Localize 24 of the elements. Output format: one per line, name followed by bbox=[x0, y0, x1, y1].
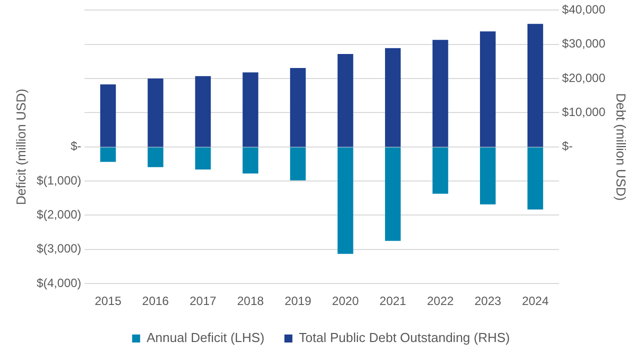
y-tick-label: $(2,000) bbox=[36, 208, 82, 222]
legend-label: Annual Deficit (LHS) bbox=[146, 330, 264, 346]
y2-tick-label: $40,000 bbox=[562, 2, 606, 17]
y2-tick-label: $- bbox=[562, 139, 573, 154]
x-tick-label: 2021 bbox=[380, 294, 407, 308]
legend-label: Total Public Debt Outstanding (RHS) bbox=[298, 330, 510, 346]
y-axis-title: Deficit (million USD) bbox=[13, 88, 28, 206]
x-tick-label: 2022 bbox=[426, 294, 454, 308]
x-tick-label: 2015 bbox=[94, 294, 122, 308]
x-tick-label: 2020 bbox=[332, 294, 360, 308]
y2-tick-label: $30,000 bbox=[562, 36, 606, 51]
y2-tick-label: $10,000 bbox=[562, 105, 606, 120]
y2-axis-title: Debt (million USD) bbox=[614, 93, 629, 201]
y-tick-label: $(4,000) bbox=[36, 276, 82, 290]
y-tick-label: $(3,000) bbox=[36, 242, 82, 256]
y-tick-label: $- bbox=[70, 139, 82, 154]
x-tick-label: 2023 bbox=[474, 294, 502, 308]
x-tick-label: 2016 bbox=[142, 294, 170, 308]
y-tick-label: $(1,000) bbox=[36, 173, 82, 188]
x-tick-label: 2017 bbox=[190, 294, 217, 308]
x-tick-label: 2024 bbox=[522, 294, 549, 308]
y2-tick-label: $20,000 bbox=[562, 70, 606, 85]
x-tick-label: 2019 bbox=[284, 294, 312, 308]
x-tick-label: 2018 bbox=[237, 294, 264, 308]
